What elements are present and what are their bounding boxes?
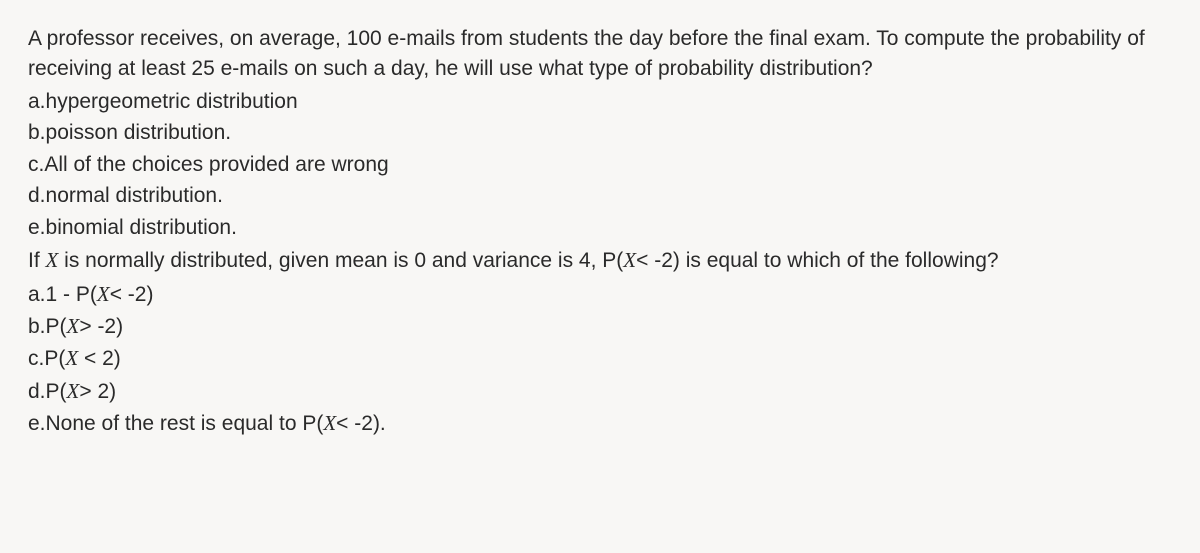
q2-e-var: X <box>323 411 336 435</box>
q2-prompt-pre: If <box>28 249 46 272</box>
q2-prompt-post: < -2) is equal to which of the following… <box>636 249 998 272</box>
q2-option-c: c.P(X < 2) <box>28 343 1172 374</box>
q2-e-post: < -2). <box>336 412 386 435</box>
q1-option-d: d.normal distribution. <box>28 181 1172 211</box>
q2-d-post: > 2) <box>79 380 116 403</box>
q2-a-post: < -2) <box>110 283 154 306</box>
q2-option-d: d.P(X> 2) <box>28 376 1172 407</box>
q2-b-var: X <box>67 314 80 338</box>
q2-a-pre: a.1 - P( <box>28 283 97 306</box>
q2-option-e: e.None of the rest is equal to P(X< -2). <box>28 408 1172 439</box>
q1-option-e: e.binomial distribution. <box>28 213 1172 243</box>
q2-var-x-1: X <box>46 248 59 272</box>
q2-option-a: a.1 - P(X< -2) <box>28 279 1172 310</box>
q1-option-a: a.hypergeometric distribution <box>28 87 1172 117</box>
q2-c-pre: c.P( <box>28 347 65 370</box>
q2-d-pre: d.P( <box>28 380 67 403</box>
question-2-prompt: If X is normally distributed, given mean… <box>28 245 1172 276</box>
q2-b-pre: b.P( <box>28 315 67 338</box>
q2-var-x-2: X <box>623 248 636 272</box>
q2-c-var: X <box>65 346 78 370</box>
q1-option-c: c.All of the choices provided are wrong <box>28 150 1172 180</box>
q2-c-post: < 2) <box>78 347 121 370</box>
q2-prompt-mid: is normally distributed, given mean is 0… <box>58 249 623 272</box>
question-1-prompt: A professor receives, on average, 100 e-… <box>28 24 1172 85</box>
q1-option-b: b.poisson distribution. <box>28 118 1172 148</box>
q2-d-var: X <box>67 379 80 403</box>
q2-option-b: b.P(X> -2) <box>28 311 1172 342</box>
q2-a-var: X <box>97 282 110 306</box>
q2-b-post: > -2) <box>79 315 123 338</box>
q2-e-pre: e.None of the rest is equal to P( <box>28 412 323 435</box>
